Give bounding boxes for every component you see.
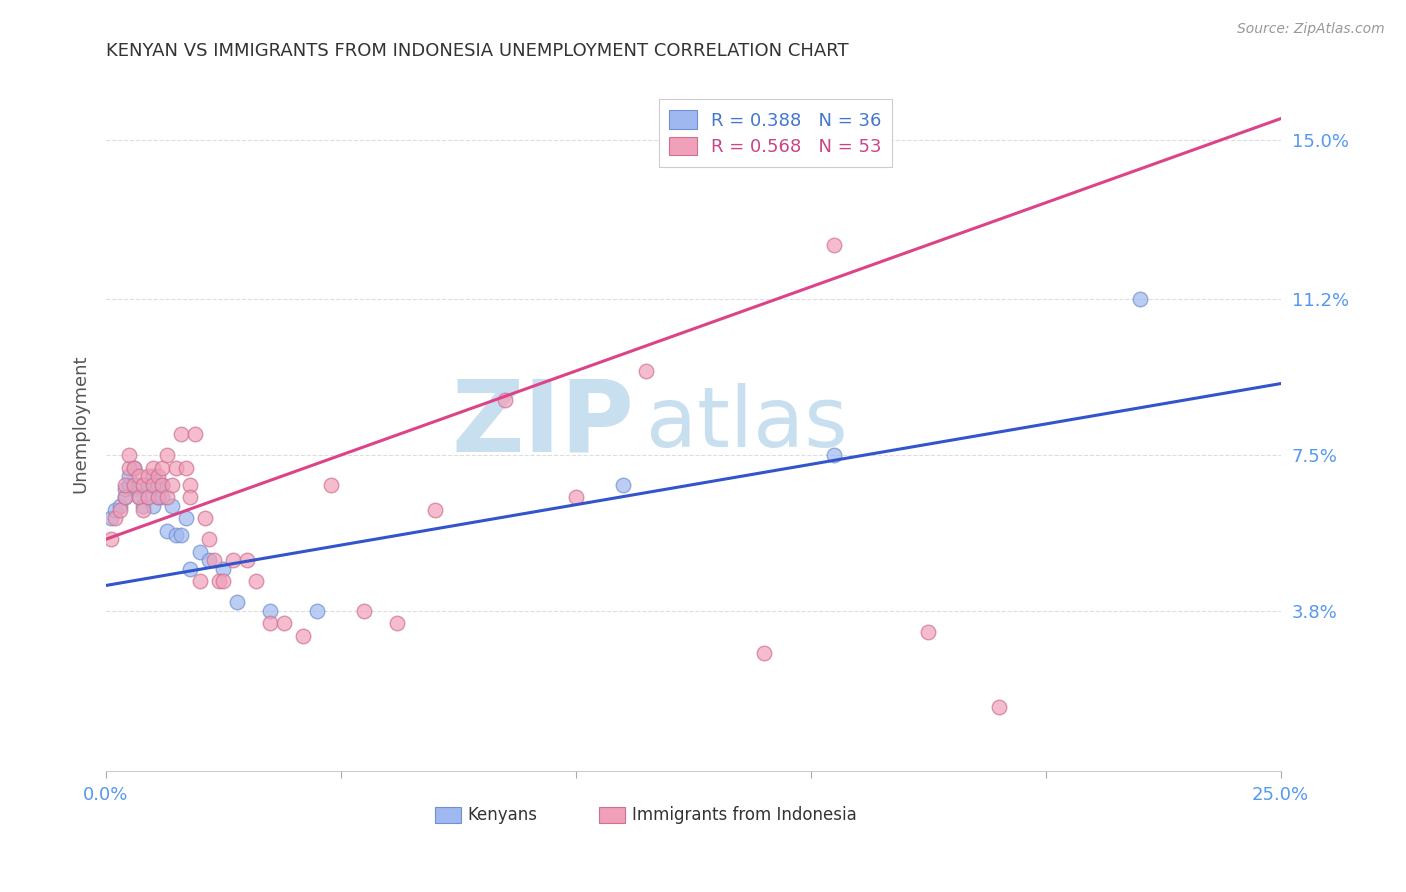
Bar [599, 807, 626, 822]
Point [142, 469, 165, 483]
Point [423, 502, 446, 516]
Point [353, 604, 375, 618]
Point [142, 477, 165, 491]
Point [823, 448, 845, 462]
Point [100, 511, 122, 525]
Point [636, 364, 658, 378]
Point [823, 237, 845, 252]
Point [136, 490, 159, 504]
Point [150, 477, 173, 491]
Point [108, 502, 131, 516]
Point [142, 499, 165, 513]
Point [222, 553, 245, 567]
Point [128, 477, 150, 491]
Point [179, 490, 201, 504]
Point [146, 469, 169, 483]
Point [165, 528, 187, 542]
Text: Kenyans: Kenyans [468, 806, 537, 824]
Point [128, 490, 150, 504]
Point [108, 499, 131, 513]
Point [104, 502, 127, 516]
Point [118, 448, 141, 462]
Point [136, 490, 159, 504]
Point [273, 616, 295, 631]
Point [132, 477, 155, 491]
Point [494, 393, 516, 408]
Point [132, 499, 155, 513]
Point [114, 477, 136, 491]
Point [146, 490, 169, 504]
Point [142, 460, 165, 475]
Point [1129, 293, 1152, 307]
Point [128, 469, 150, 483]
Point [226, 595, 249, 609]
Point [245, 574, 267, 589]
Text: Immigrants from Indonesia: Immigrants from Indonesia [633, 806, 856, 824]
Point [612, 477, 634, 491]
Point [156, 524, 179, 538]
Point [259, 616, 281, 631]
Point [387, 616, 409, 631]
Point [987, 700, 1010, 714]
Point [132, 477, 155, 491]
Text: Source: ZipAtlas.com: Source: ZipAtlas.com [1237, 22, 1385, 37]
Point [136, 477, 159, 491]
Text: KENYAN VS IMMIGRANTS FROM INDONESIA UNEMPLOYMENT CORRELATION CHART: KENYAN VS IMMIGRANTS FROM INDONESIA UNEM… [105, 42, 849, 60]
Point [132, 502, 155, 516]
Point [150, 490, 173, 504]
Point [122, 482, 145, 496]
Point [146, 490, 169, 504]
Point [194, 511, 217, 525]
Point [174, 511, 197, 525]
Point [146, 477, 169, 491]
Point [170, 427, 193, 442]
Point [752, 646, 775, 660]
Point [156, 448, 179, 462]
Point [236, 553, 259, 567]
Point [292, 629, 315, 643]
Point [212, 562, 235, 576]
Point [202, 553, 225, 567]
Point [259, 604, 281, 618]
Point [100, 532, 122, 546]
Point [184, 427, 207, 442]
Point [165, 460, 187, 475]
Point [198, 532, 221, 546]
Point [565, 490, 588, 504]
Legend: R = 0.388   N = 36, R = 0.568   N = 53: R = 0.388 N = 36, R = 0.568 N = 53 [658, 100, 893, 167]
Point [122, 460, 145, 475]
Point [160, 477, 183, 491]
Point [114, 482, 136, 496]
Point [179, 477, 201, 491]
Point [307, 604, 329, 618]
Text: atlas: atlas [647, 383, 848, 464]
Point [150, 477, 173, 491]
Point [118, 469, 141, 483]
Point [170, 528, 193, 542]
Point [118, 477, 141, 491]
Point [198, 553, 221, 567]
Point [208, 574, 231, 589]
Point [150, 460, 173, 475]
Point [160, 499, 183, 513]
Point [114, 490, 136, 504]
Text: ZIP: ZIP [451, 375, 634, 472]
Bar [434, 807, 461, 822]
Point [321, 477, 343, 491]
Point [136, 469, 159, 483]
Point [156, 490, 179, 504]
Point [122, 460, 145, 475]
Point [188, 545, 211, 559]
Point [128, 490, 150, 504]
Y-axis label: Unemployment: Unemployment [72, 354, 89, 492]
Point [212, 574, 235, 589]
Point [114, 490, 136, 504]
Point [118, 460, 141, 475]
Point [179, 562, 201, 576]
Point [122, 477, 145, 491]
Point [188, 574, 211, 589]
Point [104, 511, 127, 525]
Point [917, 624, 939, 639]
Point [174, 460, 197, 475]
